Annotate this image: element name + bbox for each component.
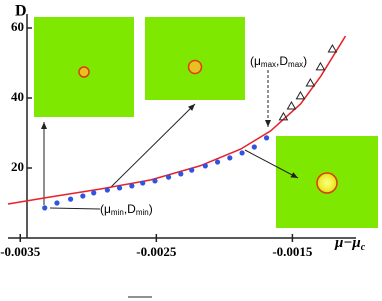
- data-point: [129, 183, 135, 189]
- data-point: [80, 193, 86, 199]
- ann-part: ): [303, 54, 307, 68]
- insets: [34, 17, 378, 228]
- data-point: [152, 178, 158, 184]
- ann-part: ): [149, 202, 153, 216]
- inset-image: [145, 17, 245, 100]
- data-point: [104, 187, 110, 193]
- data-triangle: [278, 111, 289, 121]
- ann-part: ,D: [124, 202, 136, 216]
- x-tick-label: -0.0015: [272, 244, 313, 259]
- x-label-part: μ−μ: [334, 235, 361, 251]
- data-point: [140, 180, 146, 186]
- x-label-sub: c: [361, 242, 366, 253]
- data-triangle: [286, 101, 297, 110]
- data-point: [214, 159, 221, 165]
- data-triangle: [315, 61, 326, 71]
- arrow: [49, 207, 101, 210]
- data-point: [239, 150, 245, 156]
- inset-droplet: [78, 66, 90, 78]
- y-axis-label: D: [15, 3, 27, 20]
- data-point: [263, 135, 270, 141]
- ann-part: (μ: [100, 202, 111, 216]
- ann-sub: min: [111, 208, 124, 217]
- y-tick-label: 60: [11, 19, 24, 34]
- data-point: [251, 144, 257, 150]
- ann-sub: max: [261, 60, 276, 69]
- ann-sub: min: [136, 208, 149, 217]
- ann-sub: max: [288, 60, 303, 69]
- arrow: [109, 103, 196, 189]
- inset-droplet: [316, 172, 338, 194]
- data-point: [165, 174, 172, 180]
- data-point: [116, 185, 123, 191]
- data-point: [42, 205, 48, 211]
- data-triangle: [305, 77, 316, 87]
- data-point: [91, 190, 97, 196]
- data-point: [227, 155, 233, 161]
- data-point: [178, 171, 184, 177]
- fit-curve: [7, 35, 347, 205]
- annotation: (μmin,Dmin): [100, 202, 153, 217]
- data-triangle: [295, 90, 306, 100]
- data-triangle: [327, 43, 338, 53]
- annotation: (μmax,Dmax): [250, 54, 307, 69]
- data-point: [189, 167, 195, 173]
- ann-part: ,D: [276, 54, 288, 68]
- data-point: [54, 200, 60, 206]
- y-tick-label: 40: [11, 89, 24, 104]
- y-tick-label: 20: [11, 159, 24, 174]
- x-tick-label: -0.0025: [136, 244, 177, 259]
- ann-part: (μ: [250, 54, 261, 68]
- data-point: [202, 163, 208, 169]
- inset-droplet: [187, 59, 203, 75]
- data-point: [67, 196, 74, 202]
- arrow: [244, 149, 299, 179]
- x-axis-label: μ−μc: [334, 235, 366, 253]
- x-tick-label: -0.0035: [0, 244, 41, 259]
